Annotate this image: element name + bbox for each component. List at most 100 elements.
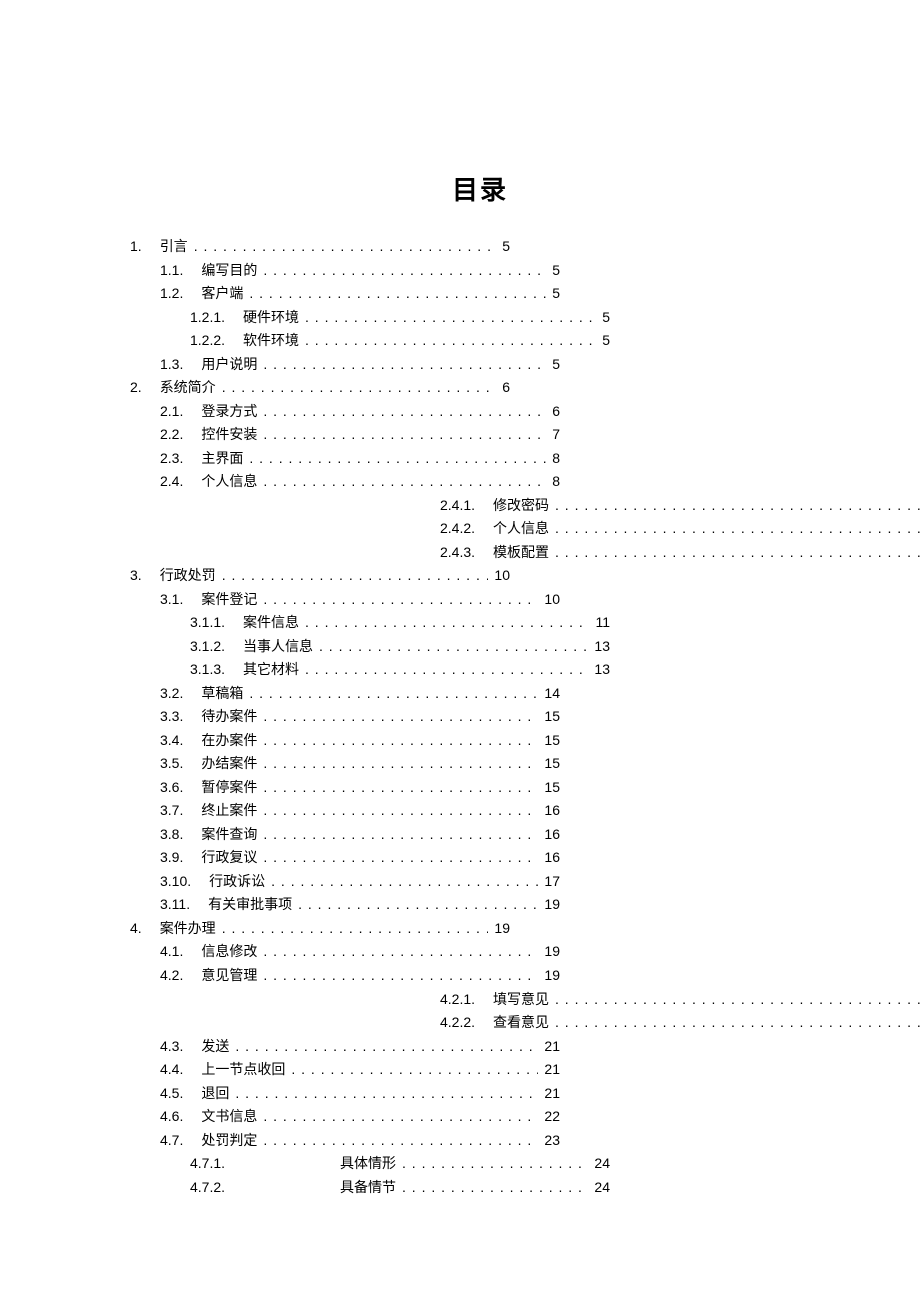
toc-entry-page: 8 (546, 470, 560, 494)
toc-entry-number: 1.2.1. (190, 306, 243, 330)
toc-entry-label: 终止案件 (201, 799, 263, 823)
toc-entry[interactable]: 3.4.在办案件 15 (130, 729, 560, 753)
toc-leader-dots (305, 611, 589, 635)
toc-entry-label: 意见管理 (201, 964, 263, 988)
toc-entry-number: 3.1.3. (190, 658, 243, 682)
toc-entry-label: 用户说明 (201, 353, 263, 377)
toc-leader-dots (555, 517, 920, 541)
toc-leader-dots (271, 870, 538, 894)
toc-entry-number: 4.2.1. (440, 988, 493, 1012)
toc-entry-number: 2.4.2. (440, 517, 493, 541)
toc-entry[interactable]: 2.4.1.修改密码9 (130, 494, 920, 518)
toc-entry[interactable]: 4.2.1.填写意见19 (130, 988, 920, 1012)
toc-entry-label: 行政复议 (201, 846, 263, 870)
toc-entry[interactable]: 4.5.退回21 (130, 1082, 560, 1106)
toc-entry-number: 3.2. (160, 682, 201, 706)
toc-leader-dots (319, 635, 588, 659)
toc-leader-dots (555, 494, 920, 518)
toc-entry[interactable]: 3.2.草稿箱14 (130, 682, 560, 706)
toc-entry[interactable]: 2.4.2.个人信息9 (130, 517, 920, 541)
toc-entry-number: 4.7.1. (190, 1152, 340, 1176)
toc-entry-label: 暂停案件 (201, 776, 263, 800)
toc-entry-label: 查看意见 (493, 1011, 555, 1035)
toc-entry-number: 3.5. (160, 752, 201, 776)
toc-entry-number: 4. (130, 917, 160, 941)
toc-entry-label: 信息修改 (201, 940, 263, 964)
toc-entry-page: 15 (538, 729, 560, 753)
toc-entry[interactable]: 4.3.发送21 (130, 1035, 560, 1059)
toc-entry-page: 10 (488, 564, 510, 588)
toc-leader-dots (235, 1035, 538, 1059)
toc-entry[interactable]: 2.4.3.模板配置10 (130, 541, 920, 565)
toc-leader-dots (263, 729, 538, 753)
toc-entry[interactable]: 2.2.控件安装7 (130, 423, 560, 447)
toc-entry-label: 控件安装 (201, 423, 263, 447)
toc-leader-dots (263, 823, 538, 847)
toc-entry-number: 1. (130, 235, 160, 259)
toc-entry-number: 2.3. (160, 447, 201, 471)
toc-entry-page: 13 (588, 658, 610, 682)
toc-entry[interactable]: 3.5.办结案件15 (130, 752, 560, 776)
toc-entry-number: 3.10. (160, 870, 209, 894)
toc-entry[interactable]: 1.引言5 (130, 235, 510, 259)
toc-entry-number: 3.9. (160, 846, 201, 870)
toc-entry[interactable]: 4.2.意见管理19 (130, 964, 560, 988)
toc-leader-dots (263, 423, 546, 447)
toc-entry-label: 案件登记 (201, 588, 263, 612)
toc-entry[interactable]: 4.7.处罚判定23 (130, 1129, 560, 1153)
toc-entry[interactable]: 4.案件办理19 (130, 917, 510, 941)
toc-leader-dots (235, 1082, 538, 1106)
toc-entry[interactable]: 4.7.1.具体情形24 (130, 1152, 610, 1176)
toc-entry-label: 在办案件 (201, 729, 263, 753)
toc-leader-dots (249, 282, 546, 306)
toc-leader-dots (263, 705, 538, 729)
toc-entry[interactable]: 2.1.登录方式6 (130, 400, 560, 424)
toc-entry-number: 1.2. (160, 282, 201, 306)
toc-entry[interactable]: 1.3.用户说明5 (130, 353, 560, 377)
toc-entry[interactable]: 3.11.有关审批事项19 (130, 893, 560, 917)
toc-leader-dots (263, 776, 538, 800)
toc-entry[interactable]: 2.3.主界面8 (130, 447, 560, 471)
toc-entry[interactable]: 3.10.行政诉讼17 (130, 870, 560, 894)
toc-entry[interactable]: 3.7.终止案件16 (130, 799, 560, 823)
toc-entry[interactable]: 3.8.案件查询16 (130, 823, 560, 847)
toc-entry-label: 引言 (160, 235, 194, 259)
toc-entry[interactable]: 4.2.2.查看意见20 (130, 1011, 920, 1035)
toc-entry-page: 21 (538, 1082, 560, 1106)
toc-entry-label: 修改密码 (493, 494, 555, 518)
toc-entry[interactable]: 3.1.2.当事人信息13 (130, 635, 610, 659)
toc-entry-page: 24 (588, 1176, 610, 1200)
toc-entry-page: 15 (538, 752, 560, 776)
toc-entry[interactable]: 1.2.2.软件环境5 (130, 329, 610, 353)
toc-entry-page: 6 (496, 376, 510, 400)
toc-entry-number: 3.11. (160, 893, 208, 917)
toc-entry[interactable]: 1.2.1.硬件环境5 (130, 306, 610, 330)
toc-entry-label: 其它材料 (243, 658, 305, 682)
toc-leader-dots (291, 1058, 538, 1082)
toc-entry[interactable]: 2.系统简介6 (130, 376, 510, 400)
toc-entry-number: 4.5. (160, 1082, 201, 1106)
toc-entry[interactable]: 4.6.文书信息22 (130, 1105, 560, 1129)
toc-entry-label: 登录方式 (201, 400, 263, 424)
toc-entry-label: 待办案件 (201, 705, 263, 729)
toc-entry-label: 个人信息 (201, 470, 263, 494)
toc-entry[interactable]: 2.4.个人信息8 (130, 470, 560, 494)
toc-entry[interactable]: 4.7.2.具备情节24 (130, 1176, 610, 1200)
toc-entry[interactable]: 1.2.客户端5 (130, 282, 560, 306)
toc-entry[interactable]: 3.9.行政复议16 (130, 846, 560, 870)
toc-entry[interactable]: 3.行政处罚10 (130, 564, 510, 588)
toc-entry[interactable]: 3.1.1.案件信息11 (130, 611, 610, 635)
toc-entry[interactable]: 3.1.案件登记10 (130, 588, 560, 612)
toc-entry[interactable]: 3.1.3.其它材料 13 (130, 658, 610, 682)
toc-entry[interactable]: 4.4.上一节点收回21 (130, 1058, 560, 1082)
toc-entry-label: 具备情节 (340, 1176, 402, 1200)
toc-leader-dots (263, 940, 538, 964)
toc-entry[interactable]: 3.6.暂停案件15 (130, 776, 560, 800)
toc-entry[interactable]: 4.1.信息修改19 (130, 940, 560, 964)
toc-entry-number: 4.2.2. (440, 1011, 493, 1035)
toc-entry[interactable]: 3.3.待办案件15 (130, 705, 560, 729)
toc-entry-page: 23 (538, 1129, 560, 1153)
toc-entry[interactable]: 1.1.编写目的5 (130, 259, 560, 283)
toc-leader-dots (263, 1129, 538, 1153)
toc-entry-number: 3.4. (160, 729, 201, 753)
